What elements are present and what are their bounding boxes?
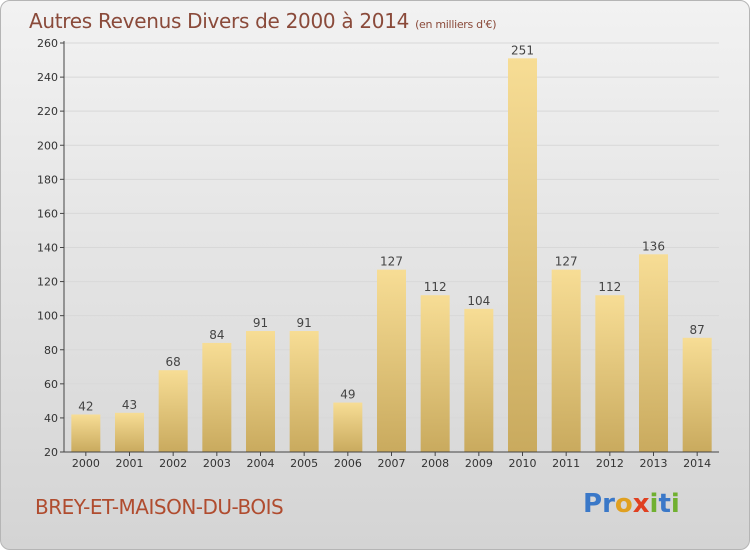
bars: [71, 58, 712, 453]
x-tick-label: 2011: [552, 457, 580, 470]
y-tick-label: 40: [44, 412, 58, 425]
x-tick-label: 2010: [509, 457, 537, 470]
bar-2012: [595, 295, 625, 452]
x-tick-label: 2008: [421, 457, 449, 470]
bar-2009: [464, 308, 494, 452]
data-label-2014: 87: [690, 323, 705, 337]
data-label-2010: 251: [511, 43, 534, 57]
logo-letter: r: [602, 489, 615, 519]
data-label-2012: 112: [598, 280, 621, 294]
x-tick-label: 2000: [72, 457, 100, 470]
x-tick-label: 2003: [203, 457, 231, 470]
data-label-2006: 49: [340, 388, 355, 402]
logo-letter: o: [614, 489, 633, 519]
x-tick-label: 2012: [596, 457, 624, 470]
data-label-2000: 42: [78, 400, 93, 414]
chart-subtitle: (en milliers d'€): [415, 18, 497, 31]
data-label-2007: 127: [380, 255, 403, 269]
bar-2011: [551, 269, 581, 452]
data-label-2005: 91: [297, 316, 312, 330]
y-tick-label: 20: [44, 446, 58, 459]
x-tick-label: 2005: [290, 457, 318, 470]
y-tick-label: 120: [37, 276, 58, 289]
logo-letter: i: [670, 489, 680, 519]
y-tick-label: 140: [37, 242, 58, 255]
y-tick-label: 60: [44, 378, 58, 391]
logo-letter: P: [583, 489, 603, 519]
tick-labels: 20 40 60 80 100 120 140 160 180 200 220 240 260 42 200…: [37, 37, 711, 470]
y-tick-label: 180: [37, 173, 58, 186]
y-tick-label: 220: [37, 105, 58, 118]
x-tick-label: 2002: [159, 457, 187, 470]
proxiti-logo[interactable]: Proxiti: [583, 489, 680, 519]
bar-2008: [420, 295, 450, 452]
data-label-2009: 104: [467, 294, 490, 308]
bar-2000: [71, 414, 101, 452]
bar-2002: [158, 370, 188, 452]
data-label-2002: 68: [166, 355, 181, 369]
y-tick-label: 260: [37, 37, 58, 50]
axes: [60, 41, 719, 456]
y-tick-label: 80: [44, 344, 58, 357]
x-tick-label: 2013: [640, 457, 668, 470]
logo-letter: t: [658, 489, 671, 519]
chart-title: Autres Revenus Divers de 2000 à 2014 (en …: [29, 9, 497, 33]
bar-2003: [202, 342, 232, 452]
bar-2001: [115, 412, 144, 452]
data-label-2008: 112: [424, 280, 447, 294]
y-tick-label: 200: [37, 139, 58, 152]
bar-2007: [377, 269, 406, 452]
data-label-2001: 43: [122, 398, 137, 412]
bar-2006: [333, 402, 363, 452]
data-label-2011: 127: [555, 255, 578, 269]
x-tick-label: 2004: [247, 457, 275, 470]
commune-name: BREY-ET-MAISON-DU-BOIS: [35, 495, 284, 519]
data-label-2004: 91: [253, 316, 268, 330]
bar-2010: [508, 58, 537, 453]
data-label-2003: 84: [209, 328, 224, 342]
logo-letter: i: [649, 489, 659, 519]
data-label-2013: 136: [642, 239, 665, 253]
x-tick-label: 2014: [683, 457, 711, 470]
y-tick-label: 160: [37, 207, 58, 220]
x-tick-label: 2009: [465, 457, 493, 470]
x-tick-label: 2006: [334, 457, 362, 470]
y-tick-label: 240: [37, 71, 58, 84]
bar-2005: [289, 331, 319, 452]
logo-letter: x: [632, 489, 650, 519]
x-tick-label: 2007: [378, 457, 406, 470]
bar-2013: [639, 254, 668, 452]
bar-2014: [682, 337, 712, 452]
y-tick-label: 100: [37, 310, 58, 323]
bar-2004: [246, 331, 275, 452]
chart-title-text: Autres Revenus Divers de 2000 à 2014: [29, 9, 410, 33]
x-tick-label: 2001: [116, 457, 144, 470]
